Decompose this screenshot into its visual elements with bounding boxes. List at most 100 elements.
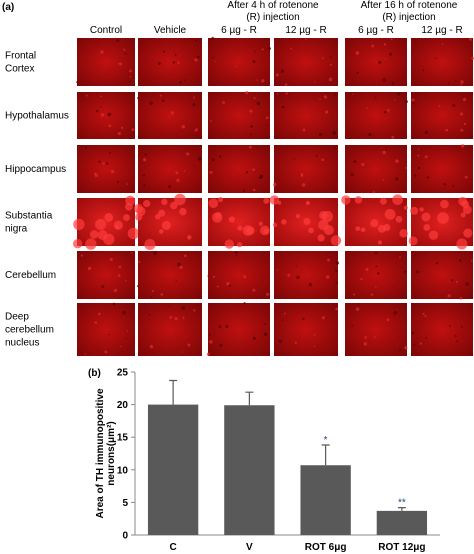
cell-spot: [250, 133, 252, 136]
y-axis-label: neurons(μm²): [106, 421, 117, 485]
cell-spot: [383, 223, 391, 232]
cell-spot: [350, 173, 354, 177]
cell-spot: [360, 277, 363, 281]
cell-spot: [455, 80, 457, 82]
cell-spot: [212, 275, 216, 278]
cell-spot: [174, 193, 186, 206]
micrograph: [269, 195, 342, 246]
micrograph: [411, 92, 473, 139]
cell-spot: [435, 261, 439, 265]
row-label: Hypothalamus: [5, 111, 69, 122]
cell-spot: [405, 166, 407, 169]
cell-spot: [237, 241, 243, 248]
micrograph-tile: [77, 92, 135, 139]
cell-spot: [385, 57, 387, 60]
cell-spot: [405, 100, 408, 104]
micrograph: [274, 38, 338, 86]
cell-spot: [137, 97, 140, 100]
cell-spot: [326, 275, 330, 279]
cell-spot: [440, 199, 449, 209]
cell-spot: [460, 212, 466, 218]
cell-spot: [330, 235, 342, 246]
cell-spot: [390, 38, 393, 41]
y-tick-label: 10: [117, 465, 129, 476]
cell-spot: [370, 293, 374, 296]
cell-spot: [104, 350, 108, 354]
cell-spot: [101, 285, 105, 289]
cell-spot: [395, 177, 399, 181]
micrograph-tile: [345, 92, 407, 139]
cell-spot: [224, 239, 234, 249]
cell-spot: [252, 336, 256, 340]
cell-spot: [84, 146, 88, 149]
cell-spot: [160, 293, 164, 296]
cell-spot: [364, 336, 367, 339]
cell-spot: [103, 233, 115, 245]
cell-spot: [295, 213, 301, 219]
cell-spot: [459, 297, 463, 300]
cell-spot: [366, 107, 368, 110]
cell-spot: [387, 108, 390, 112]
cell-spot: [391, 135, 395, 139]
cell-spot: [212, 212, 223, 223]
cell-spot: [463, 228, 473, 238]
cell-spot: [116, 39, 119, 43]
cell-spot: [196, 55, 200, 59]
cell-spot: [452, 185, 455, 188]
cell-spot: [318, 133, 323, 137]
cell-spot: [168, 185, 171, 189]
y-tick-label: 20: [117, 400, 129, 411]
cell-spot: [376, 272, 380, 275]
cell-spot: [151, 290, 154, 293]
cell-spot: [449, 324, 451, 327]
column-header: 6 µg - R: [358, 25, 394, 36]
row-label: Frontal: [5, 51, 36, 62]
cell-spot: [209, 340, 213, 344]
cell-spot: [123, 214, 130, 222]
cell-spot: [179, 207, 187, 216]
cell-spot: [169, 305, 171, 307]
cell-spot: [179, 81, 182, 84]
cell-spot: [194, 129, 197, 132]
cell-spot: [237, 225, 243, 231]
cell-spot: [252, 288, 256, 292]
cell-spot: [144, 238, 156, 251]
row-label: nucleus: [5, 338, 39, 349]
cell-spot: [235, 65, 238, 68]
cell-spot: [460, 128, 464, 132]
cell-spot: [360, 227, 366, 233]
cell-spot: [385, 149, 387, 151]
cell-spot: [413, 343, 416, 346]
cell-spot: [143, 184, 146, 187]
cell-spot: [208, 333, 211, 336]
micrograph-tile: [77, 145, 135, 193]
micrograph: [274, 303, 339, 356]
cell-spot: [153, 251, 157, 255]
cell-spot: [422, 69, 425, 72]
cell-spot: [356, 71, 359, 74]
micrograph: [411, 251, 473, 300]
micrograph-tile: [411, 251, 473, 299]
cell-spot: [461, 200, 470, 209]
cell-spot: [234, 251, 238, 255]
cell-spot: [395, 215, 403, 223]
cell-spot: [332, 131, 336, 135]
cell-spot: [119, 62, 123, 66]
significance-marker: *: [324, 435, 328, 446]
cell-spot: [181, 124, 186, 129]
cell-spot: [243, 189, 246, 192]
cell-spot: [454, 335, 457, 337]
micrograph-tile: [274, 251, 338, 299]
micrograph: [208, 91, 270, 139]
cell-spot: [460, 325, 463, 328]
cell-spot: [245, 171, 249, 174]
cell-spot: [417, 148, 420, 150]
y-tick-label: 25: [117, 368, 129, 379]
cell-spot: [193, 96, 196, 99]
cell-spot: [148, 313, 151, 316]
cell-spot: [375, 286, 377, 288]
cell-spot: [329, 56, 332, 59]
cell-spot: [248, 145, 252, 149]
cell-spot: [417, 166, 421, 170]
